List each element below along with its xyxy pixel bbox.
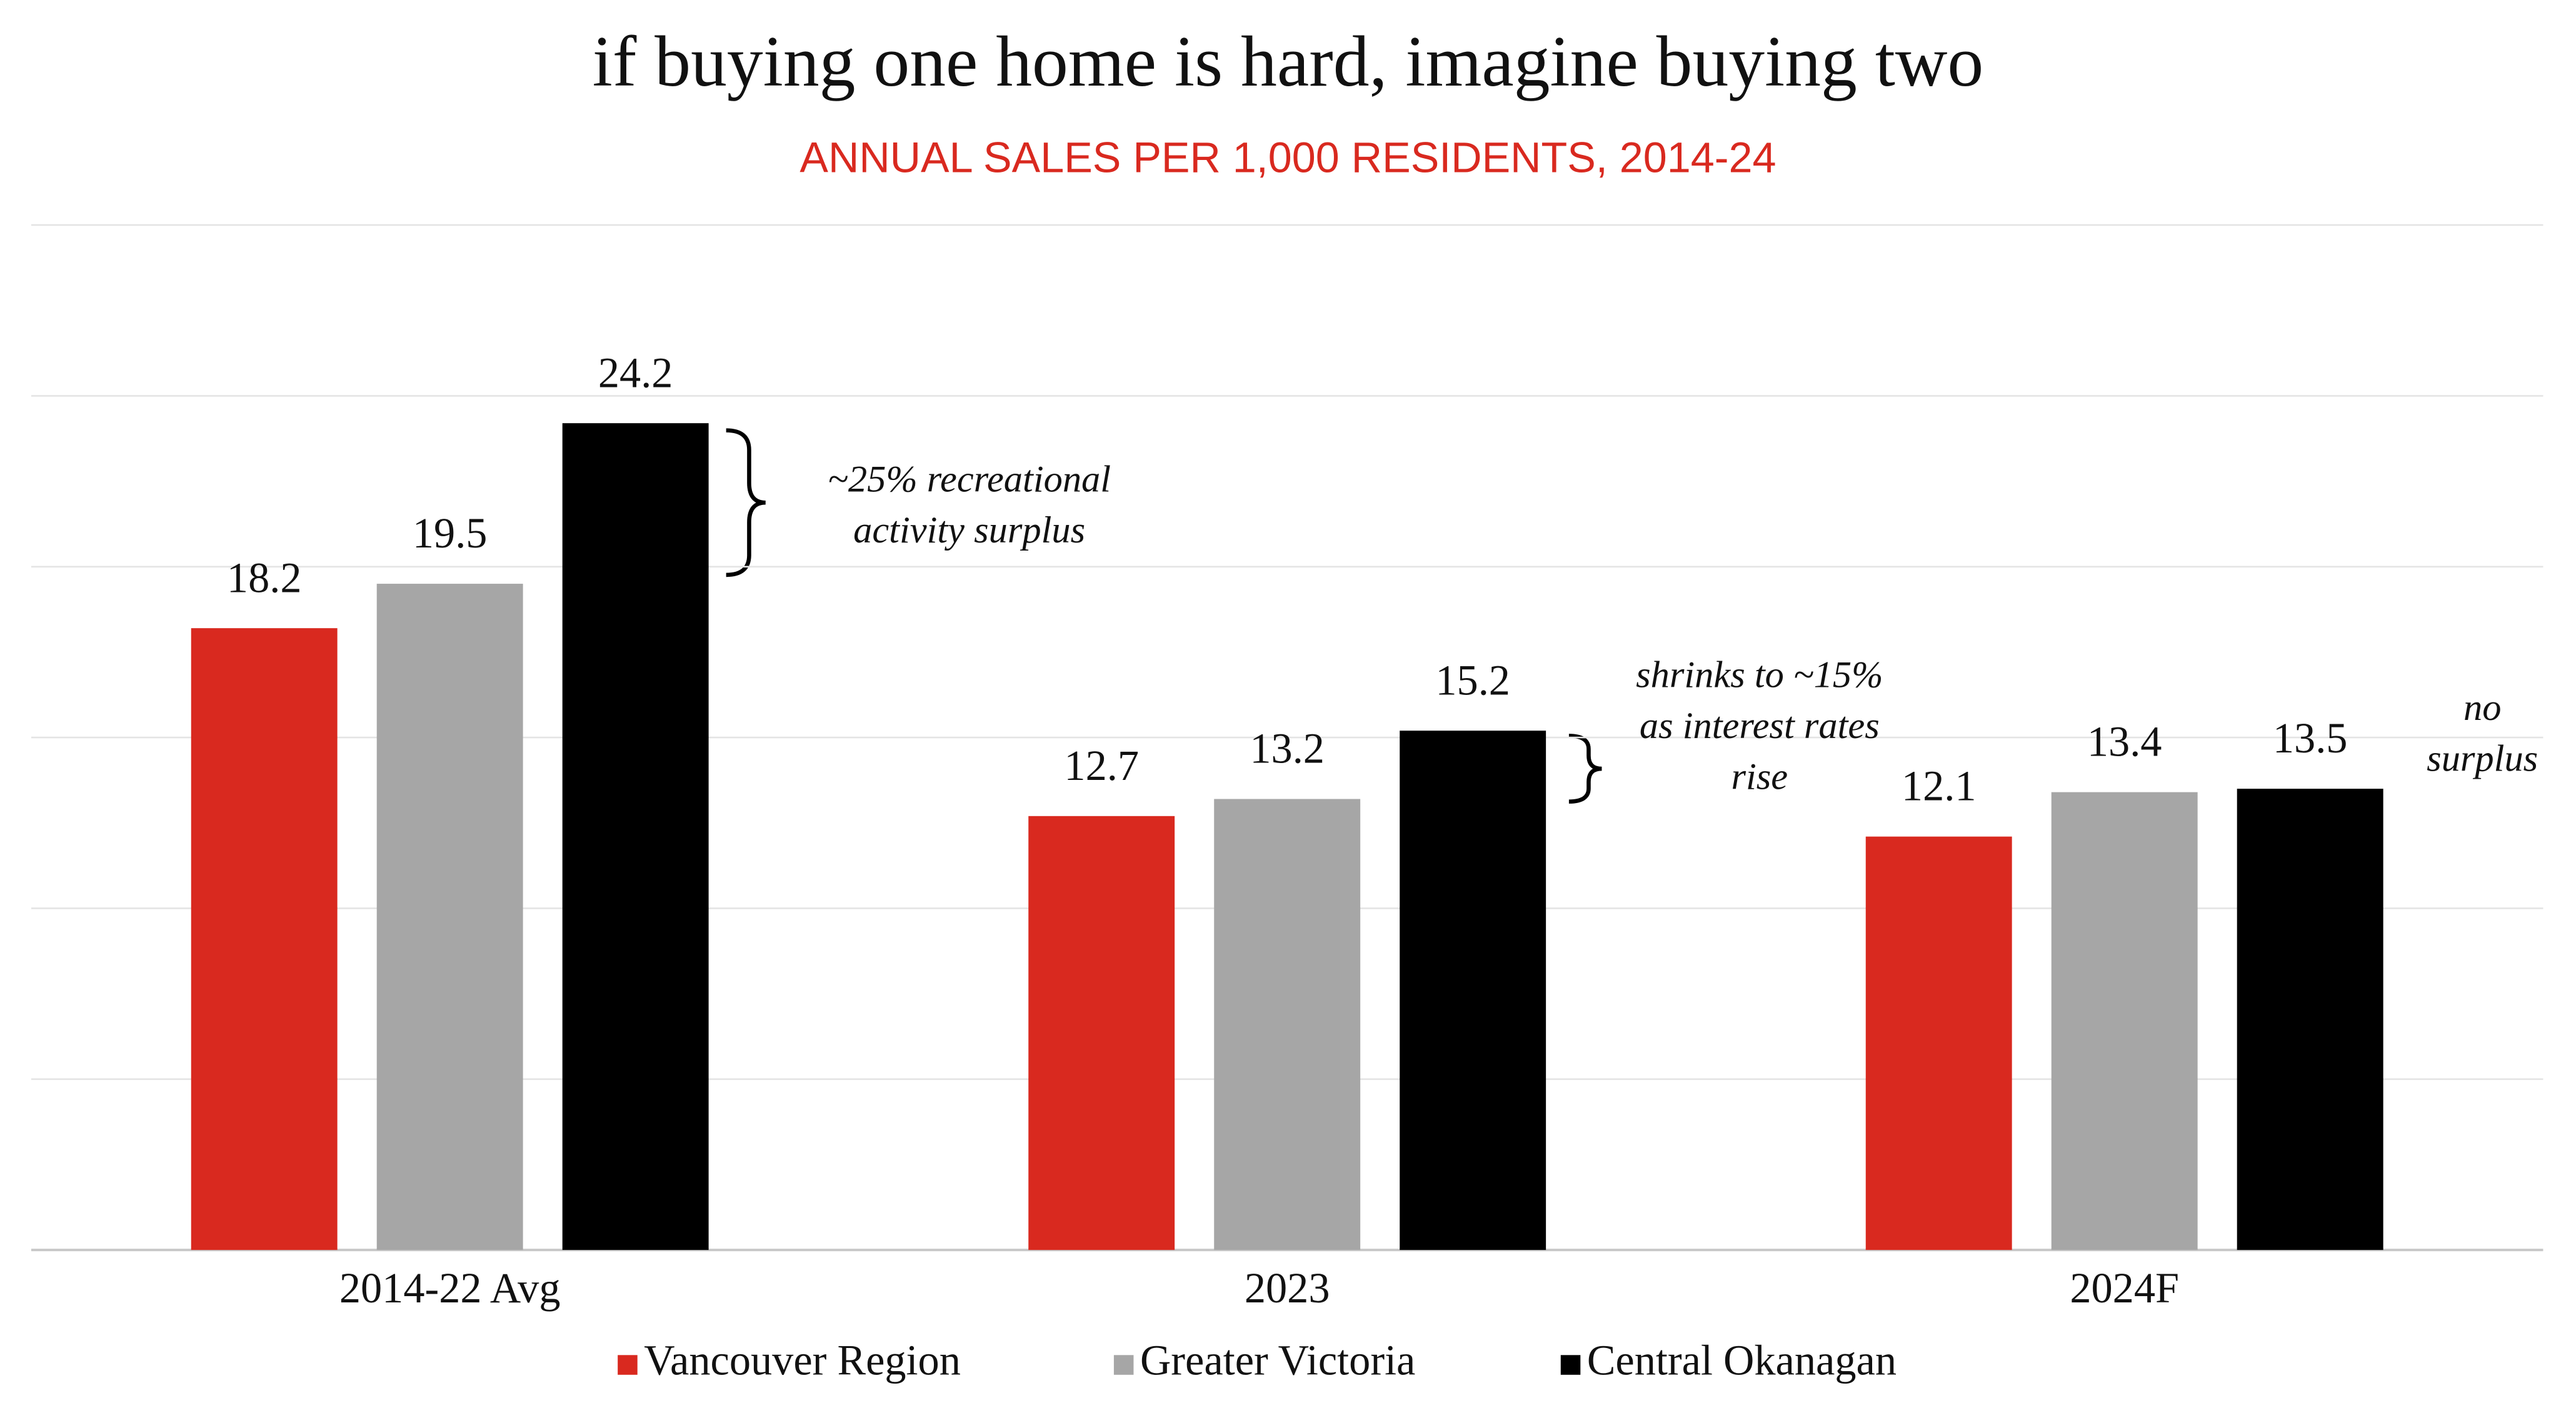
value-label: 13.4 xyxy=(2087,718,2162,766)
annotation: shrinks to ~15% xyxy=(1636,654,1883,696)
x-tick-label: 2014-22 Avg xyxy=(339,1264,561,1312)
x-tick-label: 2023 xyxy=(1245,1264,1330,1312)
bar xyxy=(2237,789,2383,1251)
brace xyxy=(1568,734,1602,804)
legend-swatch xyxy=(1113,1355,1134,1375)
value-label: 24.2 xyxy=(598,349,673,396)
annotation: ~25% recreational xyxy=(828,459,1111,501)
value-label: 13.2 xyxy=(1250,725,1325,772)
chart-title: if buying one home is hard, imagine buyi… xyxy=(593,22,1983,102)
legend-label: Greater Victoria xyxy=(1140,1337,1415,1384)
value-label: 12.1 xyxy=(1902,762,1977,810)
bar xyxy=(562,423,709,1251)
legend-swatch xyxy=(1560,1355,1581,1375)
brace xyxy=(726,428,766,577)
annotation: rise xyxy=(1731,756,1788,797)
value-label: 12.7 xyxy=(1064,742,1139,789)
bar xyxy=(1400,731,1546,1251)
bar xyxy=(1028,816,1175,1251)
value-label: 13.5 xyxy=(2273,714,2348,762)
bar xyxy=(2051,792,2198,1251)
value-label: 15.2 xyxy=(1435,656,1510,704)
bar xyxy=(1865,836,2012,1251)
value-label: 19.5 xyxy=(413,509,488,557)
legend-label: Central Okanagan xyxy=(1587,1337,1897,1384)
annotation: as interest rates xyxy=(1640,705,1880,747)
legend-swatch xyxy=(618,1355,638,1375)
annotation: activity surplus xyxy=(853,509,1085,551)
bar xyxy=(376,584,523,1251)
value-label: 18.2 xyxy=(227,554,302,601)
x-tick-label: 2024F xyxy=(2070,1264,2179,1312)
chart-subtitle: ANNUAL SALES PER 1,000 RESIDENTS, 2014-2… xyxy=(799,134,1776,182)
annotation: no xyxy=(2463,687,2501,729)
annotation: surplus xyxy=(2427,737,2538,779)
bar xyxy=(191,628,338,1251)
bar xyxy=(1214,799,1361,1251)
legend-label: Vancouver Region xyxy=(644,1337,961,1384)
